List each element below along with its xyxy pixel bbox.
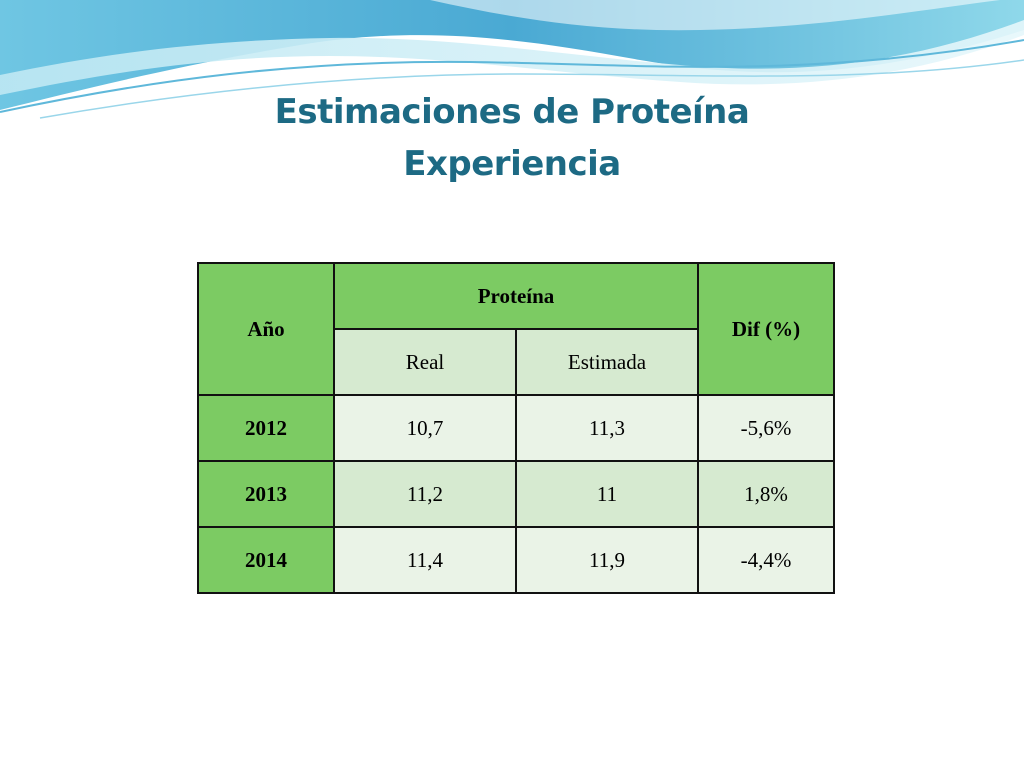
row-real: 10,7 xyxy=(333,394,517,462)
table-subheader-row: Real Estimada xyxy=(198,328,834,396)
row-estimated: 11 xyxy=(515,460,699,528)
table-header-row: Año Proteína Dif (%) xyxy=(197,262,835,396)
slide-title: Estimaciones de Proteína Experiencia xyxy=(0,86,1024,190)
table-row: 2013 11,2 11 1,8% xyxy=(197,460,835,528)
decorative-wave-banner xyxy=(0,0,1024,119)
row-real: 11,4 xyxy=(333,526,517,594)
header-estimated: Estimada xyxy=(515,328,699,396)
wave-shape-main xyxy=(0,0,1024,110)
wave-line-thin xyxy=(0,39,1024,113)
header-protein: Proteína xyxy=(333,262,699,330)
slide-title-line-1: Estimaciones de Proteína xyxy=(274,92,750,132)
header-year: Año xyxy=(197,262,335,396)
row-year: 2012 xyxy=(197,394,335,462)
table-row: 2012 10,7 11,3 -5,6% xyxy=(197,394,835,462)
wave-white-swoosh xyxy=(430,0,1000,31)
header-diff: Dif (%) xyxy=(697,262,835,396)
row-diff: -5,6% xyxy=(697,394,835,462)
slide-title-line-2: Experiencia xyxy=(403,144,621,184)
row-estimated: 11,9 xyxy=(515,526,699,594)
table-row: 2014 11,4 11,9 -4,4% xyxy=(197,526,835,594)
row-estimated: 11,3 xyxy=(515,394,699,462)
row-diff: -4,4% xyxy=(697,526,835,594)
row-diff: 1,8% xyxy=(697,460,835,528)
row-year: 2013 xyxy=(197,460,335,528)
wave-line-thin-2 xyxy=(39,59,1024,119)
row-year: 2014 xyxy=(197,526,335,594)
row-real: 11,2 xyxy=(333,460,517,528)
protein-estimates-table: Año Proteína Dif (%) Real Estimada 2012 … xyxy=(197,262,835,594)
header-real: Real xyxy=(333,328,517,396)
